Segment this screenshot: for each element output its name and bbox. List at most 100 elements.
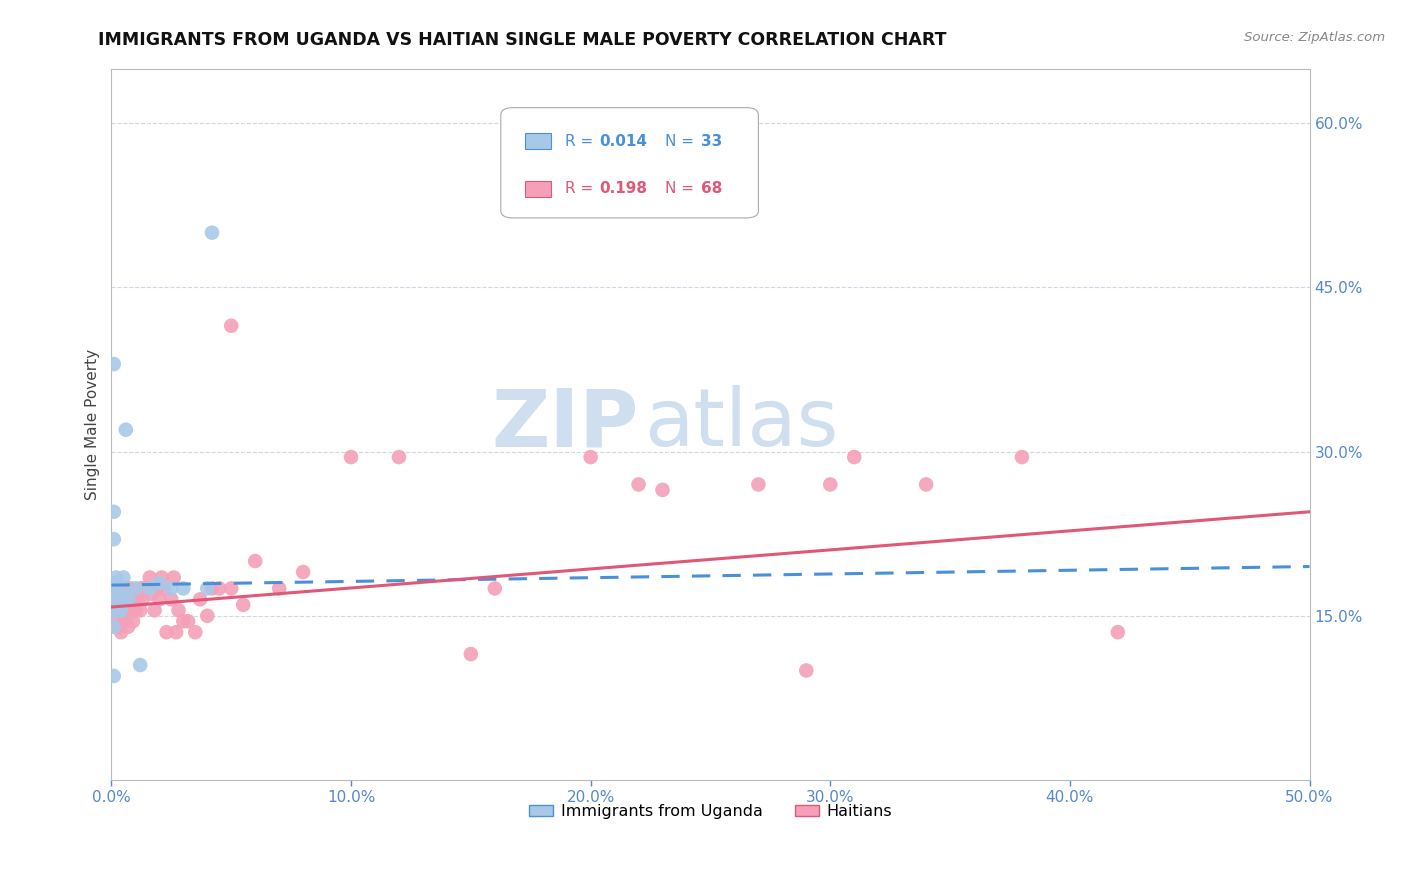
Point <box>219 582 242 596</box>
Point <box>103 357 125 371</box>
Point <box>340 450 363 464</box>
Point <box>177 614 200 628</box>
Point <box>167 603 190 617</box>
Point <box>579 450 602 464</box>
Point <box>915 477 938 491</box>
Point <box>103 592 125 607</box>
Point <box>723 149 745 163</box>
Point <box>103 576 125 591</box>
Point <box>103 532 125 546</box>
Point <box>208 582 231 596</box>
Point <box>139 570 162 584</box>
Point <box>195 582 218 596</box>
Point <box>112 582 135 596</box>
Y-axis label: Single Male Poverty: Single Male Poverty <box>86 349 100 500</box>
Point <box>122 592 145 607</box>
Point <box>627 477 650 491</box>
Text: R =: R = <box>565 134 599 149</box>
Point <box>1011 450 1033 464</box>
Point <box>120 603 142 617</box>
Point <box>201 582 224 596</box>
Point <box>117 620 139 634</box>
Point <box>172 614 194 628</box>
Point <box>105 587 128 601</box>
Point <box>388 450 411 464</box>
Point <box>1107 625 1129 640</box>
Point <box>153 582 176 596</box>
Text: N =: N = <box>665 134 699 149</box>
Point <box>794 664 817 678</box>
Point <box>110 592 132 607</box>
Point <box>232 598 254 612</box>
Point <box>160 582 183 596</box>
Text: N =: N = <box>665 181 699 196</box>
Point <box>143 603 166 617</box>
Text: IMMIGRANTS FROM UGANDA VS HAITIAN SINGLE MALE POVERTY CORRELATION CHART: IMMIGRANTS FROM UGANDA VS HAITIAN SINGLE… <box>98 31 946 49</box>
Point <box>103 620 125 634</box>
Point <box>107 582 129 596</box>
Point <box>107 603 129 617</box>
Point <box>188 592 211 607</box>
Text: ZIP: ZIP <box>491 385 638 463</box>
FancyBboxPatch shape <box>501 108 758 218</box>
Point <box>107 587 129 601</box>
Point <box>148 592 170 607</box>
Point <box>122 614 145 628</box>
Point <box>820 477 842 491</box>
Point <box>141 587 163 601</box>
Point <box>103 505 125 519</box>
Point <box>184 625 207 640</box>
Point <box>124 582 146 596</box>
Point <box>160 592 183 607</box>
Point <box>127 592 149 607</box>
Point <box>107 592 129 607</box>
Point <box>269 582 291 596</box>
Point <box>105 582 128 596</box>
Text: 33: 33 <box>700 134 723 149</box>
Point <box>105 592 128 607</box>
Point <box>103 598 125 612</box>
Point <box>460 647 482 661</box>
Point <box>105 614 128 628</box>
Text: Source: ZipAtlas.com: Source: ZipAtlas.com <box>1244 31 1385 45</box>
Point <box>103 620 125 634</box>
Point <box>131 582 153 596</box>
Point <box>844 450 866 464</box>
Point <box>484 582 506 596</box>
Text: R =: R = <box>565 181 599 196</box>
Point <box>103 603 125 617</box>
Point <box>114 423 136 437</box>
Point <box>172 582 194 596</box>
Point <box>243 554 266 568</box>
Bar <box>524 133 551 149</box>
Point <box>148 576 170 591</box>
Point <box>112 614 135 628</box>
Point <box>110 603 132 617</box>
Point <box>165 625 187 640</box>
Point <box>103 587 125 601</box>
Point <box>110 625 132 640</box>
Point <box>117 592 139 607</box>
Point <box>114 608 136 623</box>
Point <box>107 603 129 617</box>
Point <box>103 582 125 596</box>
Point <box>146 582 169 596</box>
Point <box>103 669 125 683</box>
Point <box>114 582 136 596</box>
Point <box>103 598 125 612</box>
Bar <box>524 181 551 196</box>
Point <box>112 587 135 601</box>
Point <box>117 592 139 607</box>
Point <box>747 477 769 491</box>
Point <box>131 592 153 607</box>
Point <box>651 483 673 497</box>
Point <box>112 570 135 584</box>
Point <box>129 603 152 617</box>
Point <box>105 603 128 617</box>
Point <box>292 565 315 579</box>
Legend: Immigrants from Uganda, Haitians: Immigrants from Uganda, Haitians <box>523 797 898 825</box>
Point <box>155 625 177 640</box>
Point <box>163 570 186 584</box>
Point <box>112 598 135 612</box>
Point <box>110 592 132 607</box>
